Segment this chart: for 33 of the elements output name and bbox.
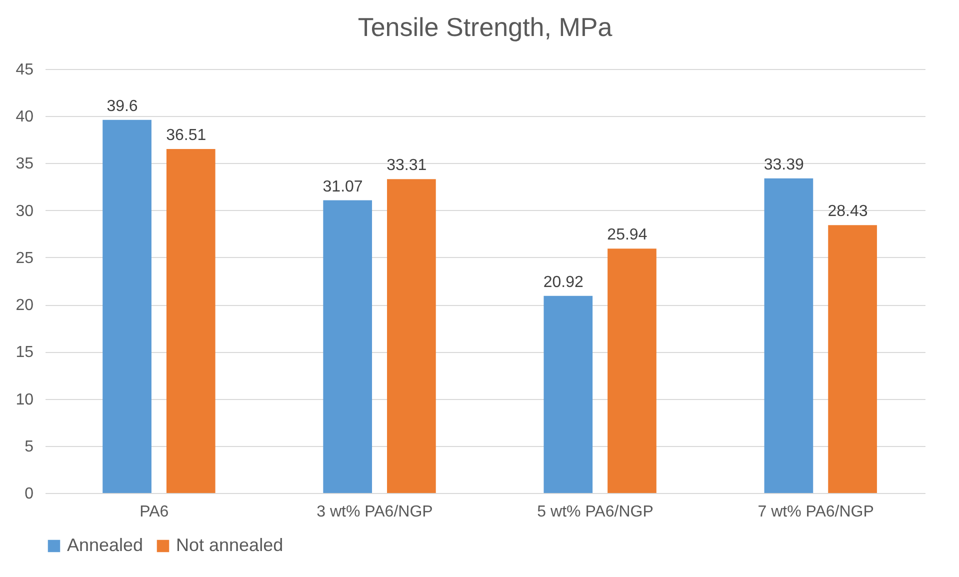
bar	[387, 179, 436, 493]
y-tick-label: 45	[16, 62, 34, 78]
data-label: 25.94	[607, 226, 648, 244]
x-tick-label: 5 wt% PA6/NGP	[537, 504, 654, 520]
x-tick-label: 7 wt% PA6/NGP	[758, 504, 874, 520]
chart-title: Tensile Strength, MPa	[358, 12, 613, 42]
legend-label: Not annealed	[176, 535, 284, 555]
bar	[102, 120, 152, 493]
bar	[828, 225, 877, 493]
y-tick-label: 10	[16, 391, 34, 408]
data-label: 31.07	[322, 178, 363, 196]
data-label: 33.31	[386, 157, 427, 174]
y-tick-label: 30	[16, 202, 34, 220]
y-tick-label: 0	[24, 486, 34, 502]
y-tick-label: 35	[16, 156, 34, 173]
data-label: 39.6	[106, 98, 138, 115]
y-tick-label: 25	[16, 250, 34, 267]
legend-label: Annealed	[67, 535, 144, 555]
bar	[544, 296, 593, 493]
data-label: 33.39	[764, 156, 804, 174]
bar	[608, 248, 656, 493]
x-tick-label: 3 wt% PA6/NGP	[316, 504, 433, 520]
y-tick-label: 20	[16, 297, 34, 314]
y-tick-label: 15	[16, 344, 34, 362]
y-tick-label: 5	[24, 438, 34, 456]
y-tick-label: 40	[16, 108, 34, 126]
data-label: 36.51	[166, 126, 206, 144]
data-label: 28.43	[828, 203, 868, 220]
x-tick-label: PA6	[140, 504, 169, 520]
bar	[323, 200, 372, 493]
bar	[764, 178, 814, 493]
bar	[166, 148, 216, 493]
data-label: 20.92	[543, 274, 584, 291]
